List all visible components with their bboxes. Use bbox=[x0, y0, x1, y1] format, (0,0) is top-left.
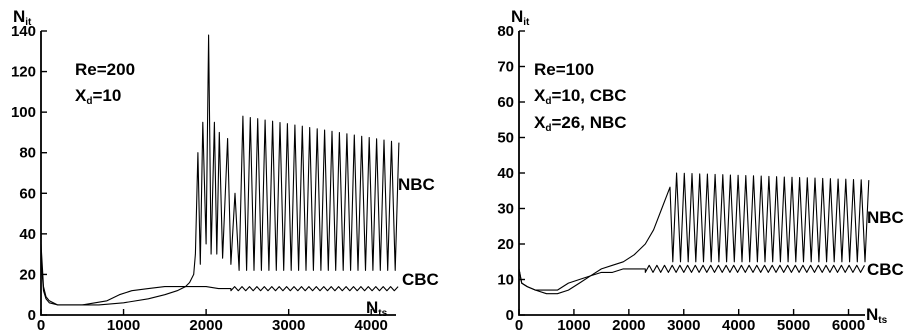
series-line-nbc bbox=[40, 34, 400, 306]
series-line-cbc bbox=[40, 243, 399, 306]
y-tick-label: 60 bbox=[497, 94, 514, 111]
x-tick-label: 2000 bbox=[612, 317, 645, 334]
x-tick-label: 0 bbox=[515, 317, 523, 334]
y-tick-label: 140 bbox=[11, 23, 36, 40]
x-tick-label: 0 bbox=[37, 317, 45, 334]
right-ylabel: Nit bbox=[511, 7, 530, 28]
x-tick-label: 6000 bbox=[832, 317, 865, 334]
left-ylabel: Nit bbox=[13, 7, 32, 28]
y-tick-label: 120 bbox=[11, 64, 36, 81]
y-tick-label: 0 bbox=[506, 307, 514, 324]
right-xlabel: Nts bbox=[866, 305, 888, 326]
right-chart: 0 10 20 30 40 50 60 70 80 0 1000 2000 3000 4000 5000 60… bbox=[497, 7, 904, 334]
x-tick-label: 5000 bbox=[777, 317, 810, 334]
left-label-cbc: CBC bbox=[402, 270, 439, 289]
x-tick-label: 3000 bbox=[272, 317, 305, 334]
left-annotation-xd: Xd=10 bbox=[75, 86, 121, 107]
y-tick-label: 0 bbox=[28, 307, 36, 324]
right-annotation-xd-cbc: Xd=10, CBC bbox=[534, 86, 627, 107]
left-xlabel: Nts bbox=[366, 298, 388, 319]
left-annotation-re: Re=200 bbox=[75, 60, 135, 79]
y-tick-label: 100 bbox=[11, 104, 36, 121]
series-line-cbc bbox=[518, 264, 865, 291]
x-tick-label: 4000 bbox=[722, 317, 755, 334]
x-tick-label: 1000 bbox=[557, 317, 590, 334]
y-tick-label: 80 bbox=[19, 145, 36, 162]
y-tick-label: 40 bbox=[19, 226, 36, 243]
y-tick-label: 20 bbox=[497, 236, 514, 253]
x-tick-label: 4000 bbox=[355, 317, 388, 334]
x-tick-label: 1000 bbox=[107, 317, 140, 334]
y-tick-label: 60 bbox=[19, 185, 36, 202]
y-tick-label: 80 bbox=[497, 23, 514, 40]
right-annotation-re: Re=100 bbox=[534, 60, 594, 79]
x-tick-label: 3000 bbox=[667, 317, 700, 334]
y-tick-label: 20 bbox=[19, 266, 36, 283]
left-label-nbc: NBC bbox=[398, 175, 435, 194]
y-tick-label: 50 bbox=[497, 130, 514, 147]
right-label-cbc: CBC bbox=[867, 260, 904, 279]
y-tick-label: 30 bbox=[497, 201, 514, 218]
series-line-nbc bbox=[518, 172, 870, 295]
y-tick-label: 70 bbox=[497, 59, 514, 76]
right-annotation-xd-nbc: Xd=26, NBC bbox=[534, 113, 627, 134]
right-label-nbc: NBC bbox=[867, 208, 904, 227]
y-tick-label: 40 bbox=[497, 165, 514, 182]
x-tick-label: 2000 bbox=[189, 317, 222, 334]
y-tick-label: 10 bbox=[497, 272, 514, 289]
